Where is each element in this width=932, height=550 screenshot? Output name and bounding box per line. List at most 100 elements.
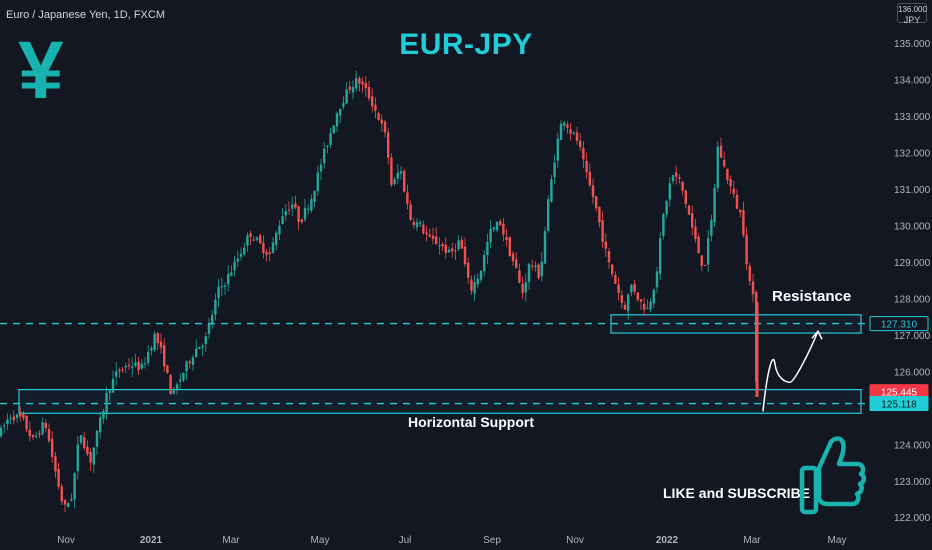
- candle-body: [579, 140, 582, 148]
- candles: [0, 70, 758, 513]
- currency-badge[interactable]: 136.000 JPY: [897, 3, 927, 25]
- candle-body: [361, 81, 364, 85]
- candle-body: [188, 361, 191, 364]
- candle-body: [99, 417, 102, 433]
- candle-body: [262, 242, 265, 254]
- candle-body: [236, 258, 239, 262]
- candle-body: [601, 220, 604, 242]
- candle-body: [508, 237, 511, 257]
- candle-body: [297, 206, 300, 222]
- candle-body: [543, 231, 547, 264]
- candle-body: [371, 96, 374, 107]
- candle-body: [377, 113, 380, 121]
- candle-body: [687, 205, 691, 215]
- candle-body: [483, 254, 486, 272]
- candle-body: [51, 438, 54, 457]
- candle-body: [492, 227, 495, 230]
- candle-body: [390, 157, 393, 185]
- candle-body: [643, 303, 646, 310]
- candle-body: [723, 160, 726, 167]
- support-label: Horizontal Support: [408, 414, 534, 430]
- candle-body: [41, 422, 44, 435]
- candle-body: [102, 410, 105, 419]
- candle-body: [348, 86, 351, 90]
- candle-body: [406, 192, 409, 204]
- candle-body: [652, 289, 655, 304]
- candle-body: [659, 238, 662, 274]
- candle-body: [92, 447, 95, 465]
- candle-body: [169, 375, 172, 395]
- candle-body: [451, 248, 454, 252]
- symbol-header: Euro / Japanese Yen, 1D, FXCM: [6, 9, 165, 21]
- candle-body: [396, 172, 399, 179]
- projection-path: [762, 330, 819, 412]
- candle-body: [623, 304, 627, 310]
- y-tick-label: 135.000: [894, 39, 931, 50]
- candle-body: [691, 213, 694, 228]
- candle-body: [614, 274, 617, 284]
- candle-body: [719, 145, 723, 158]
- y-tick-label: 132.000: [894, 149, 931, 160]
- x-tick-label: Nov: [566, 535, 584, 546]
- candle-body: [444, 244, 447, 253]
- candle-body: [358, 78, 361, 84]
- currency-badge-top: 136.000: [898, 5, 927, 14]
- x-tick-label: Jul: [399, 535, 412, 546]
- candle-body: [518, 270, 521, 283]
- candle-body: [166, 365, 169, 373]
- candle-body: [339, 108, 342, 116]
- candle-body: [323, 148, 326, 164]
- candle-body: [60, 486, 63, 502]
- candle-body: [607, 251, 611, 263]
- candle-body: [412, 221, 415, 226]
- candle-body: [387, 132, 390, 158]
- candle-body: [703, 264, 707, 266]
- candle-body: [367, 87, 371, 99]
- x-tick-label: May: [828, 535, 847, 546]
- candle-body: [284, 211, 287, 216]
- candle-body: [671, 174, 675, 182]
- last-price-tag-label: 125.445: [881, 388, 918, 399]
- candle-body: [326, 145, 329, 147]
- candle-body: [153, 333, 156, 350]
- candle-body: [415, 222, 419, 228]
- candle-body: [441, 244, 444, 247]
- candle-body: [553, 162, 556, 178]
- candle-body: [454, 250, 457, 252]
- candle-body: [332, 125, 335, 134]
- candle-body: [0, 427, 3, 437]
- candle-body: [707, 238, 710, 265]
- candle-body: [252, 239, 255, 241]
- candle-body: [239, 253, 243, 257]
- candle-body: [569, 129, 572, 134]
- candle-body: [585, 160, 588, 173]
- candle-body: [463, 246, 467, 265]
- candle-body: [540, 261, 543, 277]
- resistance-label: Resistance: [772, 288, 852, 305]
- chart-title: EUR-JPY: [399, 28, 533, 61]
- candle-body: [668, 183, 671, 200]
- candle-body: [268, 252, 271, 255]
- candle-body: [550, 179, 553, 202]
- candle-body: [127, 364, 131, 367]
- candle-body: [460, 239, 463, 249]
- candle-body: [38, 433, 41, 435]
- currency-badge-code: JPY: [903, 15, 921, 25]
- x-tick-label: 2021: [140, 535, 163, 546]
- resistance-price-tag: [869, 316, 929, 332]
- projection-arrowhead: [811, 329, 823, 340]
- candle-body: [182, 373, 185, 381]
- candle-body: [572, 132, 575, 134]
- candle-body: [105, 392, 108, 414]
- candle-body: [575, 132, 579, 142]
- candle-body: [438, 245, 441, 247]
- candle-body: [25, 415, 28, 430]
- candle-body: [739, 209, 742, 213]
- x-tick-label: May: [311, 535, 330, 546]
- candle-body: [697, 236, 700, 254]
- candle-body: [419, 222, 422, 225]
- candle-body: [700, 255, 703, 266]
- candle-body: [716, 146, 719, 188]
- candle-body: [319, 164, 323, 172]
